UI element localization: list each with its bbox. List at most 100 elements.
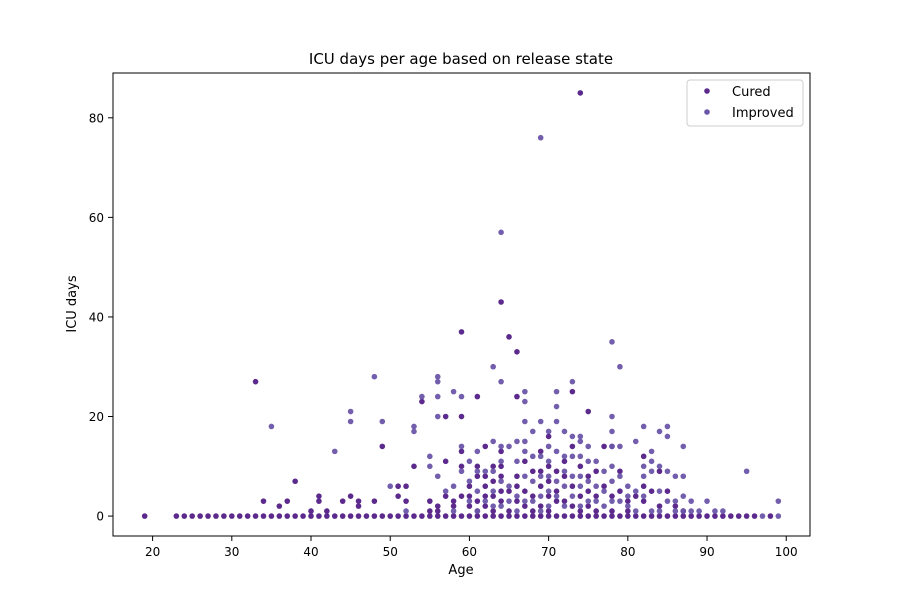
data-point-cured bbox=[229, 513, 235, 519]
data-point-improved bbox=[545, 428, 552, 435]
data-point-cured bbox=[545, 513, 552, 519]
data-point-cured bbox=[767, 513, 774, 519]
data-point-cured bbox=[498, 463, 504, 470]
data-point-cured bbox=[276, 513, 283, 519]
data-point-improved bbox=[387, 483, 394, 490]
data-point-cured bbox=[316, 493, 322, 499]
data-point-improved bbox=[434, 378, 441, 385]
data-point-improved bbox=[656, 428, 663, 435]
data-point-improved bbox=[601, 503, 607, 509]
data-point-cured bbox=[434, 503, 441, 509]
x-tick-label: 30 bbox=[224, 545, 239, 559]
data-point-improved bbox=[498, 378, 504, 385]
data-point-improved bbox=[632, 438, 639, 445]
data-point-improved bbox=[617, 363, 623, 370]
data-point-cured bbox=[506, 508, 512, 514]
data-point-cured bbox=[403, 483, 409, 490]
data-point-cured bbox=[529, 468, 536, 475]
data-point-improved bbox=[553, 388, 560, 395]
data-point-cured bbox=[395, 483, 401, 490]
data-point-improved bbox=[545, 473, 552, 480]
data-point-improved bbox=[537, 508, 544, 514]
data-point-cured bbox=[458, 493, 465, 499]
legend-marker-cured bbox=[704, 88, 710, 94]
data-point-improved bbox=[498, 458, 504, 465]
data-point-improved bbox=[529, 498, 536, 504]
data-point-improved bbox=[712, 508, 718, 514]
data-point-cured bbox=[490, 493, 496, 499]
data-point-cured bbox=[672, 513, 679, 519]
data-point-improved bbox=[482, 498, 489, 504]
data-point-cured bbox=[545, 493, 552, 499]
data-point-cured bbox=[284, 498, 291, 504]
x-tick-label: 70 bbox=[541, 545, 556, 559]
data-point-improved bbox=[585, 478, 592, 485]
data-point-improved bbox=[775, 513, 782, 519]
data-point-cured bbox=[656, 503, 663, 509]
data-point-improved bbox=[664, 498, 671, 504]
data-point-cured bbox=[427, 513, 433, 519]
data-point-improved bbox=[632, 508, 639, 514]
data-point-cured bbox=[236, 513, 243, 519]
data-point-cured bbox=[300, 513, 306, 519]
data-point-improved bbox=[696, 508, 702, 514]
data-point-cured bbox=[522, 458, 528, 465]
data-point-cured bbox=[427, 498, 433, 504]
data-point-improved bbox=[379, 418, 386, 425]
data-point-improved bbox=[450, 483, 457, 490]
data-point-improved bbox=[561, 453, 568, 460]
data-point-improved bbox=[529, 478, 536, 485]
data-point-cured bbox=[379, 443, 386, 450]
data-point-cured bbox=[411, 513, 417, 519]
data-point-improved bbox=[268, 423, 275, 430]
data-point-improved bbox=[680, 493, 687, 499]
data-point-improved bbox=[648, 508, 655, 514]
data-point-improved bbox=[514, 438, 520, 445]
data-point-cured bbox=[537, 448, 544, 455]
data-point-improved bbox=[498, 229, 504, 236]
data-point-cured bbox=[514, 393, 520, 400]
data-point-cured bbox=[585, 513, 592, 519]
data-point-improved bbox=[680, 443, 687, 450]
data-point-cured bbox=[617, 513, 623, 519]
data-point-cured bbox=[458, 413, 465, 420]
data-point-improved bbox=[561, 428, 568, 435]
chart-title: ICU days per age based on release state bbox=[309, 50, 613, 68]
data-point-cured bbox=[537, 468, 544, 475]
data-point-improved bbox=[403, 508, 409, 514]
data-point-improved bbox=[347, 408, 354, 415]
data-point-improved bbox=[625, 483, 631, 490]
data-point-improved bbox=[640, 423, 647, 430]
data-point-improved bbox=[458, 393, 465, 400]
data-point-cured bbox=[141, 513, 148, 519]
data-point-cured bbox=[490, 508, 496, 514]
data-point-improved bbox=[474, 468, 481, 475]
y-axis-label: ICU days bbox=[65, 275, 80, 332]
data-point-improved bbox=[648, 448, 655, 455]
data-point-cured bbox=[434, 513, 441, 519]
data-point-improved bbox=[482, 468, 489, 475]
data-point-improved bbox=[569, 433, 576, 440]
data-point-improved bbox=[427, 463, 433, 470]
data-point-improved bbox=[640, 493, 647, 499]
data-point-improved bbox=[506, 443, 512, 450]
data-point-cured bbox=[506, 513, 512, 519]
data-point-cured bbox=[609, 513, 615, 519]
data-point-cured bbox=[593, 468, 599, 475]
data-point-cured bbox=[601, 443, 607, 450]
data-point-improved bbox=[529, 453, 536, 460]
data-point-cured bbox=[664, 488, 671, 494]
data-point-cured bbox=[593, 513, 599, 519]
x-ticks: 20 30 40 50 60 70 80 90 100 bbox=[145, 536, 798, 559]
plot-area bbox=[113, 73, 810, 536]
data-point-cured bbox=[482, 493, 489, 499]
points-layer bbox=[141, 90, 782, 519]
data-point-improved bbox=[680, 473, 687, 480]
data-point-cured bbox=[537, 503, 544, 509]
data-point-improved bbox=[569, 473, 576, 480]
data-point-cured bbox=[593, 508, 599, 514]
data-point-cured bbox=[529, 513, 536, 519]
data-point-improved bbox=[640, 473, 647, 480]
data-point-improved bbox=[434, 413, 441, 420]
data-point-cured bbox=[284, 513, 291, 519]
